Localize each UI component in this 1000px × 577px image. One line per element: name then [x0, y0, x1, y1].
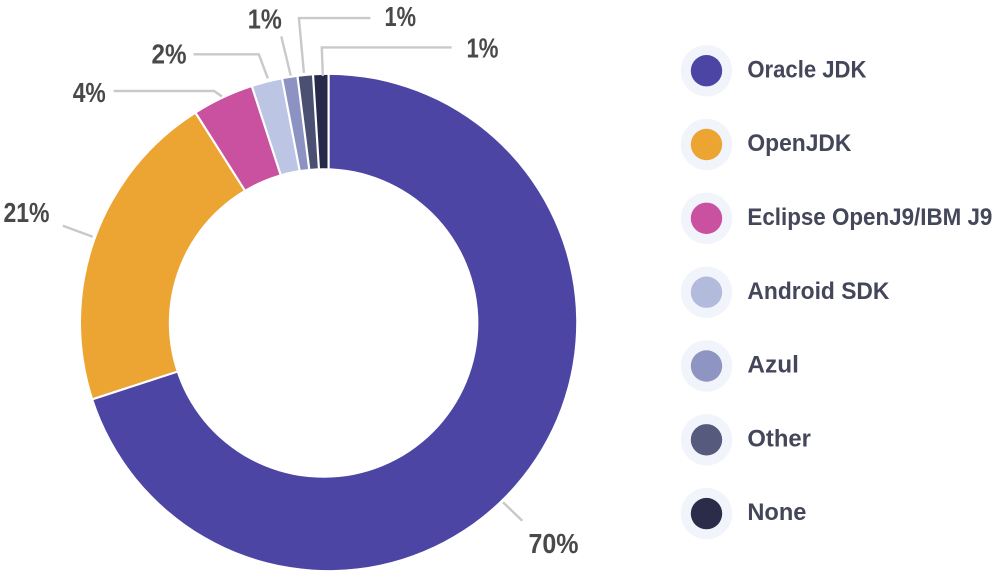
svg-text:Azul: Azul: [747, 352, 799, 379]
svg-text:2%: 2%: [152, 38, 187, 70]
svg-text:1%: 1%: [385, 0, 417, 32]
svg-text:OpenJDK: OpenJDK: [747, 130, 852, 157]
svg-text:1%: 1%: [248, 2, 282, 34]
svg-text:Oracle JDK: Oracle JDK: [747, 56, 867, 83]
svg-text:1%: 1%: [467, 32, 499, 64]
svg-text:21%: 21%: [4, 196, 50, 228]
svg-text:Other: Other: [747, 425, 811, 452]
svg-text:None: None: [747, 499, 806, 526]
svg-text:70%: 70%: [529, 527, 579, 559]
svg-text:Android SDK: Android SDK: [747, 278, 890, 305]
svg-text:Eclipse OpenJ9/IBM J9: Eclipse OpenJ9/IBM J9: [747, 204, 992, 231]
svg-text:4%: 4%: [73, 76, 106, 108]
